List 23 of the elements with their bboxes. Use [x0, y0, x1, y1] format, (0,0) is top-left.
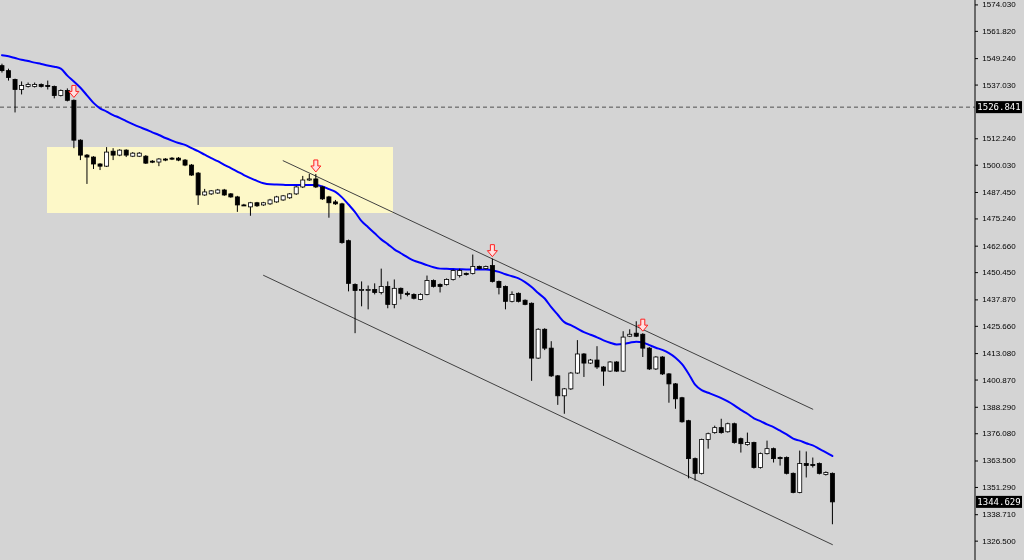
y-tick-label: 1549.240 [982, 54, 1017, 64]
y-tick-label: 1363.500 [982, 456, 1017, 466]
y-tick-label: 1413.080 [982, 349, 1017, 359]
y-tick-label: 1376.080 [982, 429, 1017, 439]
y-tick-label: 1437.870 [982, 295, 1017, 305]
y-tick-label: 1326.500 [982, 536, 1017, 546]
y-tick-label: 1351.290 [982, 482, 1017, 492]
y-tick-label: 1561.820 [982, 26, 1017, 36]
y-tick-label: 1388.290 [982, 402, 1017, 412]
y-tick-label: 1475.240 [982, 214, 1017, 224]
y-tick-label: 1338.710 [982, 510, 1017, 520]
y-tick-label: 1487.450 [982, 187, 1017, 197]
line-series [0, 54, 834, 458]
text: 1344.629 [977, 496, 1021, 507]
y-tick-label: 1574.030 [982, 0, 1017, 10]
y-tick-label: 1512.240 [982, 134, 1017, 144]
y-tick-label: 1450.450 [982, 268, 1017, 278]
y-tick-label: 1400.870 [982, 375, 1017, 385]
y-tick-label: 1500.030 [982, 160, 1017, 170]
ref-line-label: 1526.841 [977, 102, 1021, 113]
y-tick-label: 1537.030 [982, 80, 1017, 90]
y-tick-label: 1425.660 [982, 321, 1017, 331]
y-tick-label: 1462.660 [982, 241, 1017, 251]
